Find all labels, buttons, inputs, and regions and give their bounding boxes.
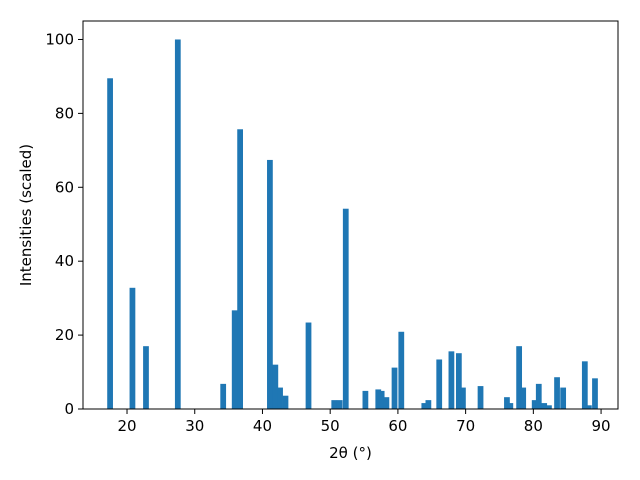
y-tick-label: 100: [45, 30, 74, 48]
y-axis-label: Intensities (scaled): [17, 144, 35, 286]
bar: [448, 351, 455, 409]
bar: [460, 387, 466, 409]
x-tick-label: 20: [117, 417, 136, 435]
bars-group: [107, 39, 598, 409]
bar: [231, 310, 238, 409]
bar: [516, 346, 523, 409]
y-tick-label: 40: [55, 252, 74, 270]
bar: [455, 353, 462, 409]
bar: [272, 364, 279, 409]
x-tick-label: 40: [253, 417, 272, 435]
bar: [581, 361, 588, 409]
bar: [282, 395, 289, 409]
bar: [507, 403, 514, 409]
bar: [554, 377, 560, 409]
x-axis-label: 2θ (°): [329, 444, 372, 462]
bar: [586, 405, 592, 409]
bar: [237, 129, 243, 409]
axes-frame: [82, 20, 619, 410]
x-tick-label: 30: [185, 417, 204, 435]
bar: [504, 397, 510, 409]
bar: [531, 400, 538, 409]
y-tick-label: 0: [64, 400, 74, 418]
x-tick-label: 70: [456, 417, 475, 435]
x-axis-ticks: 20 30 40 50 60 70 80 90: [117, 409, 611, 435]
bar: [143, 346, 149, 409]
bar: [391, 367, 398, 409]
y-axis-ticks: 0 20 40 60 80 100: [45, 30, 83, 418]
bar: [477, 386, 484, 409]
bar: [267, 159, 273, 409]
bar: [362, 390, 369, 409]
bar: [220, 383, 227, 409]
bar: [342, 208, 349, 409]
bar: [520, 387, 527, 409]
bar: [107, 78, 113, 409]
bar: [378, 390, 385, 409]
x-tick-label: 80: [524, 417, 543, 435]
y-tick-label: 60: [55, 178, 74, 196]
bar: [336, 400, 343, 409]
bar: [535, 383, 542, 409]
y-tick-label: 20: [55, 326, 74, 344]
bar: [305, 322, 312, 409]
y-tick-label: 80: [55, 104, 74, 122]
x-tick-label: 90: [592, 417, 611, 435]
bar: [560, 387, 567, 409]
bar: [541, 403, 548, 409]
x-tick-label: 50: [321, 417, 340, 435]
bar: [546, 405, 552, 409]
bar: [375, 389, 382, 409]
bar: [398, 331, 405, 409]
bar: [174, 39, 181, 409]
bar: [331, 400, 338, 409]
bar: [129, 287, 136, 409]
bar: [436, 359, 443, 409]
bar: [421, 403, 428, 409]
x-tick-label: 60: [388, 417, 407, 435]
bar: [277, 387, 283, 409]
bar: [425, 400, 432, 409]
bar: [592, 378, 598, 409]
bar: [383, 397, 390, 409]
